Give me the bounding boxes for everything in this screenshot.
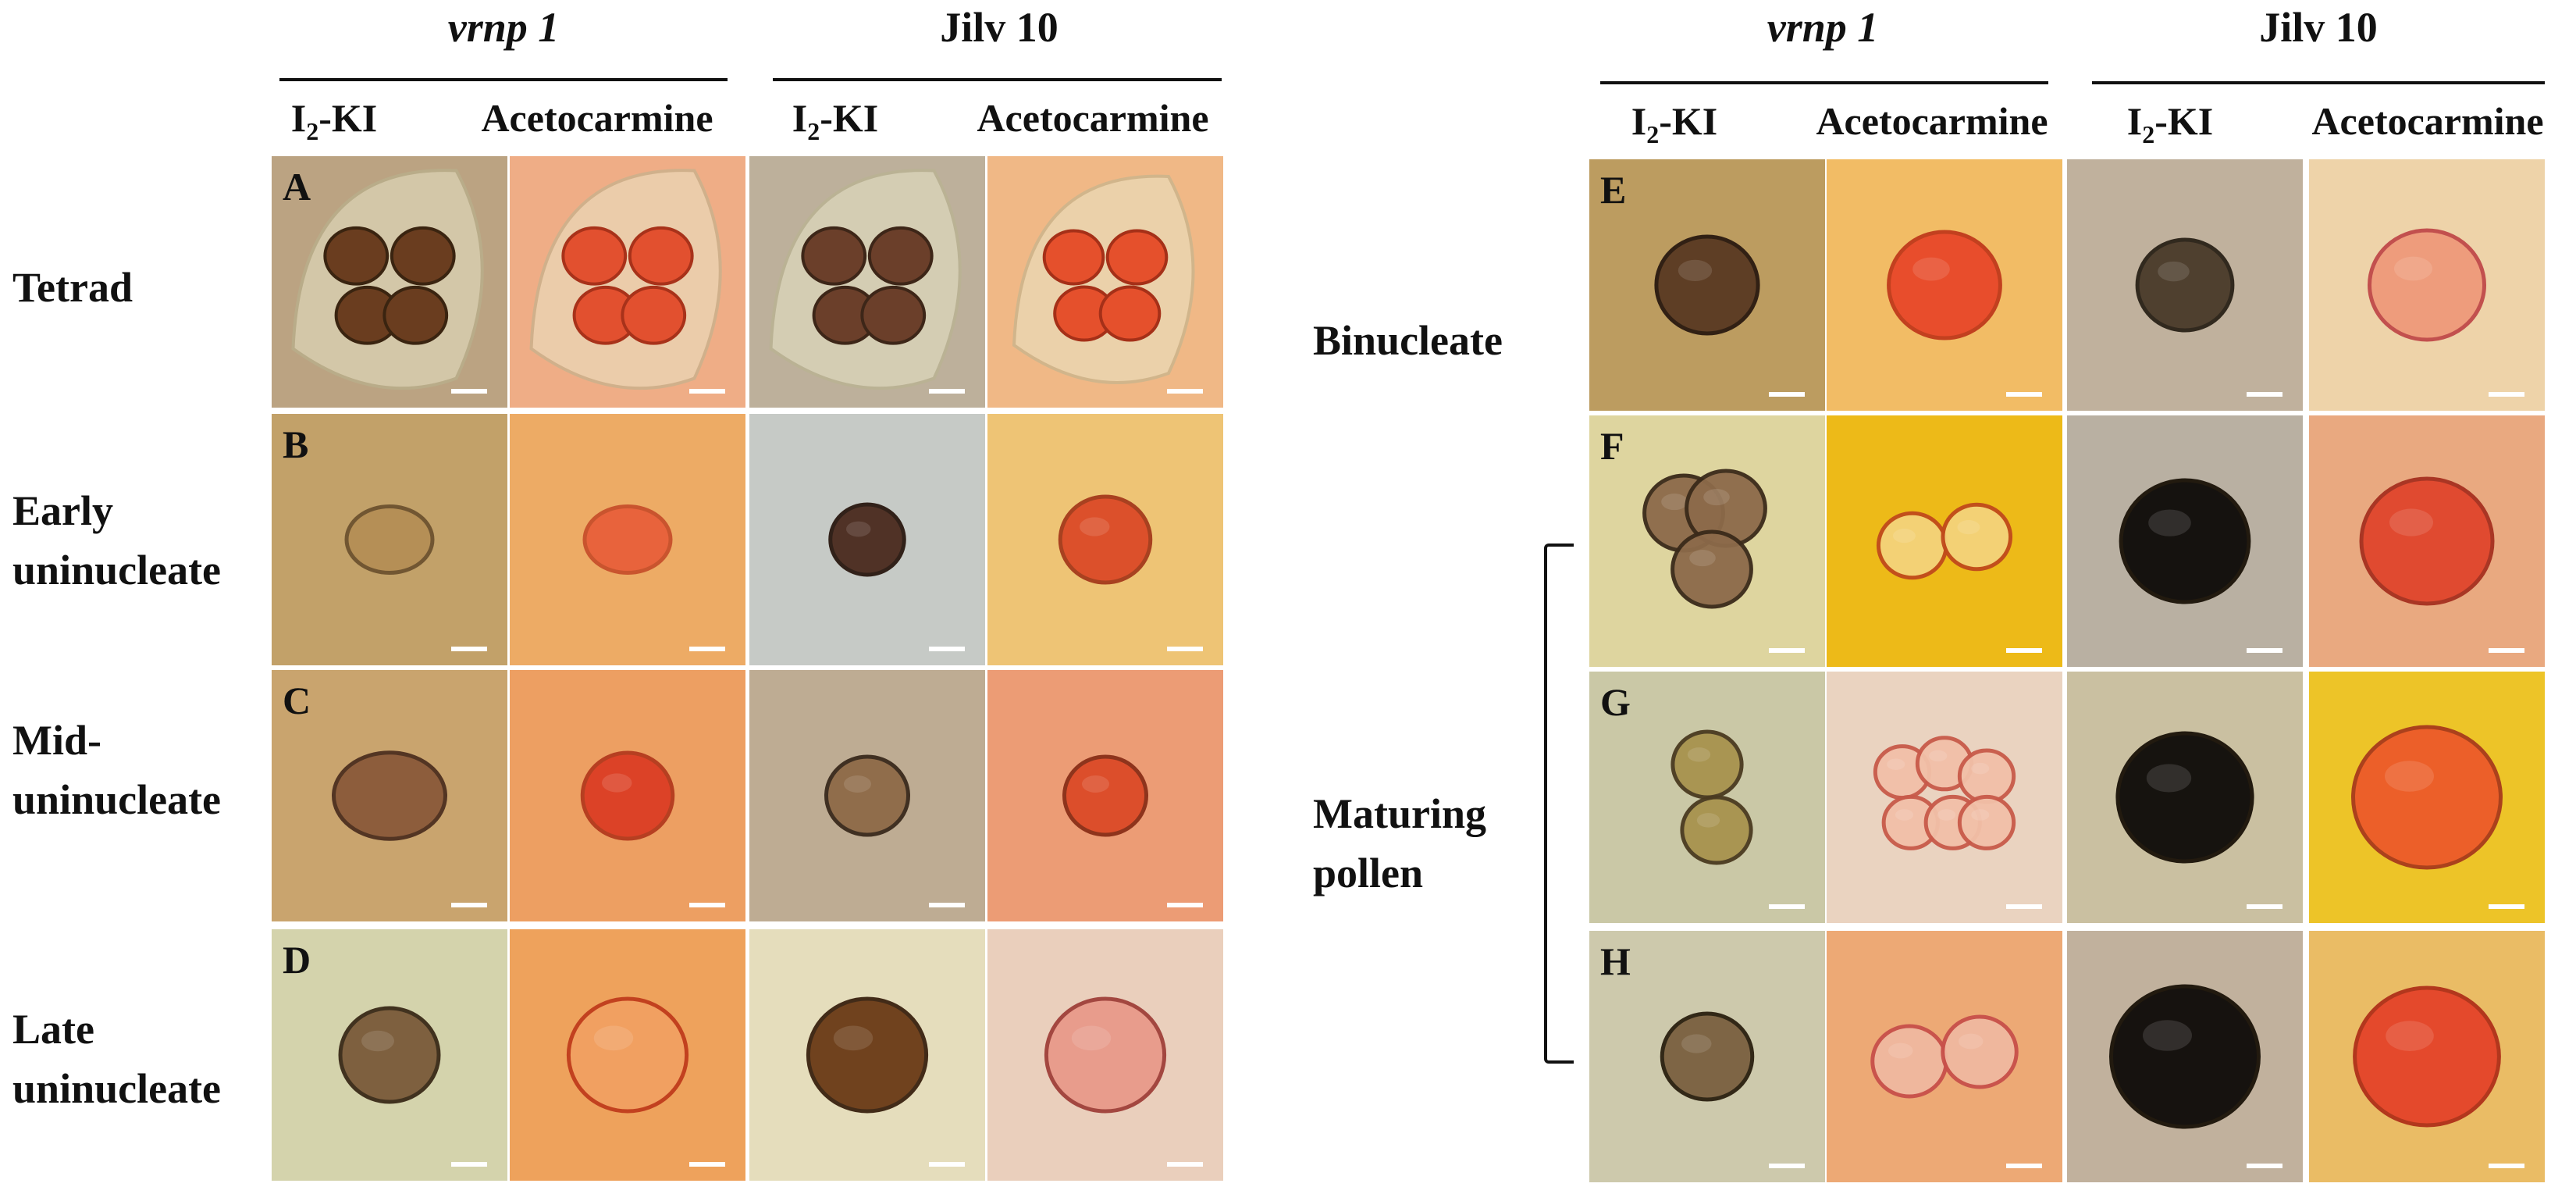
left-micrograph-r4-c4 [987, 929, 1223, 1181]
left-micrograph-r4-c1: D [272, 929, 507, 1181]
left-micrograph-r4-c3 [749, 929, 985, 1181]
panel-letter-G: G [1600, 680, 1631, 724]
panel-letter-E: E [1600, 168, 1627, 212]
left-micrograph-r3-c4 [987, 670, 1223, 921]
stain-header-left-4: Acetocarmine [977, 96, 1209, 140]
scale-bar [689, 389, 725, 394]
stage-label-late-uninucleate: Late uninucleate [12, 1006, 222, 1112]
scale-bar [1167, 903, 1203, 907]
right-micrograph-r4-c2 [1827, 931, 2062, 1182]
scale-bar [1769, 904, 1805, 909]
right-micrograph-r4-c1: H [1589, 931, 1825, 1182]
genotype-header-jilv10-right: Jilv 10 [2259, 4, 2378, 51]
scale-bar [1167, 647, 1203, 651]
scale-bar [2006, 648, 2042, 653]
panel-letter-D: D [283, 938, 311, 982]
scale-bar [2006, 1164, 2042, 1168]
left-micrograph-r3-c2 [510, 670, 745, 921]
stain-header-left-1: I2-KI [290, 96, 378, 145]
right-micrograph-r1-c3 [2067, 159, 2303, 411]
genotype-header-vrnp1-left: vrnp 1 [447, 4, 560, 51]
stain-header-left-2: Acetocarmine [481, 96, 713, 140]
scale-bar [929, 389, 965, 394]
scale-bar [1769, 1164, 1805, 1168]
right-micrograph-r3-c2 [1827, 672, 2062, 923]
genotype-rule-jilv10-right [2092, 81, 2545, 84]
panel-letter-A: A [283, 165, 311, 209]
stage-label-maturing-pollen: Maturing pollen [1313, 790, 1486, 896]
stage-label-binucleate: Binucleate [1313, 317, 1503, 364]
scale-bar [689, 1162, 725, 1167]
left-micrograph-r4-c2 [510, 929, 745, 1181]
scale-bar [1769, 648, 1805, 653]
left-micrograph-r1-c3 [749, 156, 985, 408]
scale-bar [1769, 392, 1805, 397]
left-micrograph-r2-c4 [987, 414, 1223, 665]
right-micrograph-r1-c4 [2309, 159, 2545, 411]
left-micrograph-r1-c2 [510, 156, 745, 408]
right-micrograph-r2-c1: F [1589, 415, 1825, 667]
scale-bar [929, 1162, 965, 1167]
scale-bar [2489, 392, 2524, 397]
scale-bar [1167, 1162, 1203, 1167]
stain-header-right-1: I2-KI [1631, 99, 1718, 148]
scale-bar [929, 647, 965, 651]
genotype-rule-vrnp1-left [279, 78, 728, 81]
scale-bar [2247, 392, 2282, 397]
maturing-pollen-bracket [1544, 544, 1574, 1064]
scale-bar [451, 1162, 487, 1167]
right-micrograph-r3-c1: G [1589, 672, 1825, 923]
scale-bar [2247, 904, 2282, 909]
right-micrograph-r4-c4 [2309, 931, 2545, 1182]
stage-label-mid-uninucleate: Mid-uninucleate [12, 717, 222, 823]
scale-bar [2489, 904, 2524, 909]
scale-bar [2247, 1164, 2282, 1168]
stain-header-right-2: Acetocarmine [1816, 99, 2048, 143]
stain-header-right-4: Acetocarmine [2311, 99, 2544, 143]
right-micrograph-r1-c2 [1827, 159, 2062, 411]
right-micrograph-r3-c4 [2309, 672, 2545, 923]
scale-bar [1167, 389, 1203, 394]
right-micrograph-r2-c4 [2309, 415, 2545, 667]
scale-bar [2006, 904, 2042, 909]
scale-bar [2489, 648, 2524, 653]
scale-bar [451, 647, 487, 651]
stage-label-tetrad: Tetrad [12, 264, 133, 311]
genotype-header-vrnp1-right: vrnp 1 [1767, 4, 1879, 51]
scale-bar [451, 389, 487, 394]
scale-bar [689, 647, 725, 651]
left-micrograph-r2-c2 [510, 414, 745, 665]
stain-header-left-3: I2-KI [792, 96, 879, 145]
scale-bar [2247, 648, 2282, 653]
left-micrograph-r3-c1: C [272, 670, 507, 921]
right-micrograph-r4-c3 [2067, 931, 2303, 1182]
scale-bar [689, 903, 725, 907]
stain-header-right-3: I2-KI [2126, 99, 2214, 148]
genotype-header-jilv10-left: Jilv 10 [940, 4, 1059, 51]
left-micrograph-r3-c3 [749, 670, 985, 921]
panel-letter-B: B [283, 422, 309, 466]
left-micrograph-r2-c3 [749, 414, 985, 665]
right-micrograph-r1-c1: E [1589, 159, 1825, 411]
panel-letter-C: C [283, 679, 311, 722]
scale-bar [2489, 1164, 2524, 1168]
genotype-rule-vrnp1-right [1600, 81, 2048, 84]
right-micrograph-r2-c3 [2067, 415, 2303, 667]
scale-bar [929, 903, 965, 907]
scale-bar [2006, 392, 2042, 397]
left-micrograph-r2-c1: B [272, 414, 507, 665]
right-micrograph-r3-c3 [2067, 672, 2303, 923]
panel-letter-F: F [1600, 424, 1624, 468]
left-micrograph-r1-c4 [987, 156, 1223, 408]
genotype-rule-jilv10-left [773, 78, 1222, 81]
right-micrograph-r2-c2 [1827, 415, 2062, 667]
left-micrograph-r1-c1: A [272, 156, 507, 408]
stage-label-early-uninucleate: Early uninucleate [12, 487, 222, 593]
scale-bar [451, 903, 487, 907]
panel-letter-H: H [1600, 939, 1631, 983]
